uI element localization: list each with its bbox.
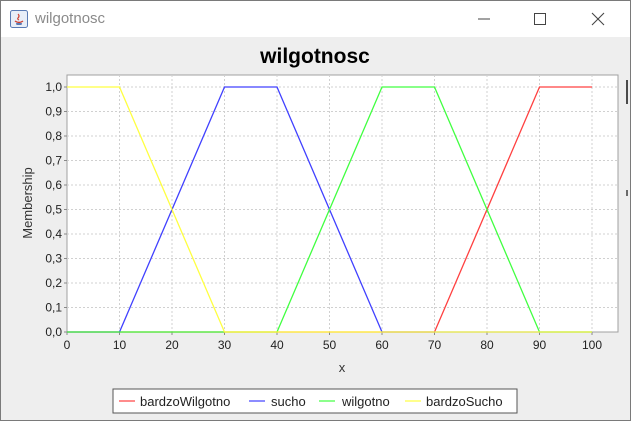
membership-chart: wilgotnosc 0,00,10,20,30,40,50,60,70,80,… [20, 45, 619, 414]
y-tick-label: 0,3 [45, 252, 62, 266]
x-tick-label: 60 [375, 338, 389, 352]
legend-label-bardzoWilgotno: bardzoWilgotno [140, 394, 230, 409]
x-tick-label: 80 [480, 338, 494, 352]
legend: bardzoWilgotno sucho wilgotno bardzoSuch… [112, 388, 518, 414]
grid-lines [67, 75, 618, 332]
background-edge [626, 80, 628, 104]
x-tick-label: 30 [218, 338, 232, 352]
y-tick-label: 0,1 [45, 301, 62, 315]
close-button[interactable] [575, 1, 621, 37]
minimize-button[interactable] [461, 1, 507, 37]
series-line-bardzoSucho [67, 86, 592, 333]
minimize-icon [478, 18, 490, 20]
close-icon [591, 12, 605, 26]
x-tick-label: 100 [582, 338, 602, 352]
x-tick-label: 50 [323, 338, 337, 352]
x-axis-label: x [339, 360, 346, 375]
plot-area [66, 74, 619, 333]
legend-label-sucho: sucho [271, 394, 306, 409]
x-tick-label: 70 [428, 338, 442, 352]
y-tick-label: 0,4 [45, 227, 62, 241]
background-edge-small [626, 190, 628, 196]
x-tick-label: 10 [113, 338, 127, 352]
x-axis-ticks: 0 10 20 30 40 50 60 70 80 90 100 [64, 332, 602, 352]
x-tick-label: 90 [533, 338, 547, 352]
y-tick-label: 0,6 [45, 178, 62, 192]
chart-panel: wilgotnosc 0,0 0,1 0,2 0,3 0,4 0,5 0,6 0,7 0,8 0,… [1, 37, 630, 420]
y-tick-label: 0,0 [45, 325, 62, 339]
y-axis-label: Membership [20, 167, 35, 239]
java-app-icon [10, 10, 28, 28]
title-bar[interactable]: wilgotnosc [1, 1, 630, 37]
maximize-icon [534, 13, 546, 25]
legend-label-wilgotno: wilgotno [341, 394, 390, 409]
y-tick-label: 0,9 [45, 105, 62, 119]
y-tick-label: 0,7 [45, 154, 62, 168]
x-tick-label: 40 [270, 338, 284, 352]
window-title: wilgotnosc [35, 10, 106, 27]
legend-box [112, 388, 518, 414]
chart-title: wilgotnosc [259, 45, 370, 68]
y-tick-label: 0,8 [45, 129, 62, 143]
y-tick-label: 1,0 [45, 80, 62, 94]
series-lines [67, 86, 592, 333]
x-tick-label: 20 [165, 338, 179, 352]
legend-label-bardzoSucho: bardzoSucho [426, 394, 503, 409]
y-tick-label: 0,2 [45, 276, 62, 290]
maximize-button[interactable] [517, 1, 563, 37]
y-tick-label: 0,5 [45, 203, 62, 217]
x-tick-label: 0 [64, 338, 71, 352]
y-axis-ticks: 0,0 0,1 0,2 0,3 0,4 0,5 0,6 0,7 0,8 0,9 1,0 [45, 80, 67, 339]
